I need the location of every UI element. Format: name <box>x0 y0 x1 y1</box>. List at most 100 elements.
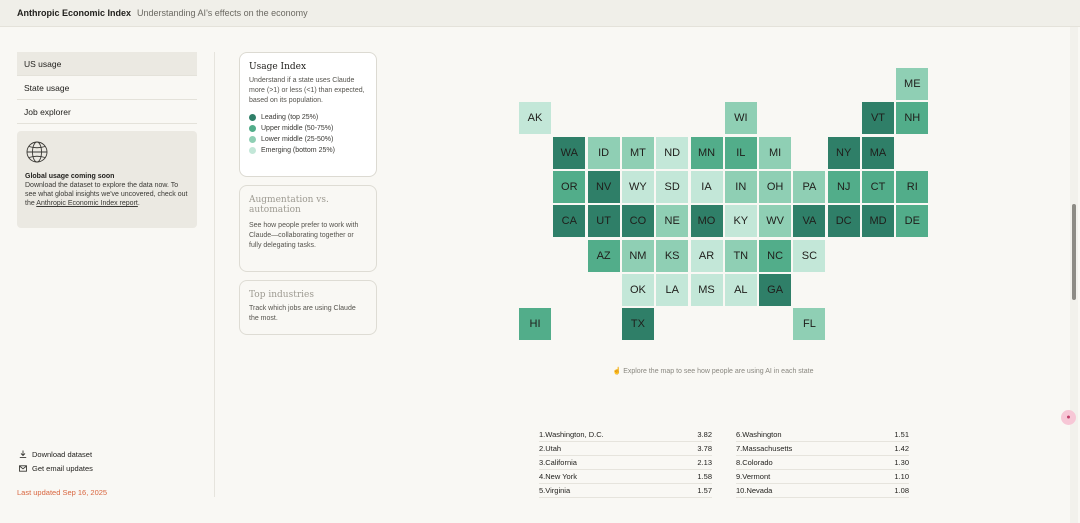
ranking-value: 1.58 <box>697 472 712 481</box>
floating-badge[interactable]: ● <box>1061 410 1076 425</box>
state-tile-il[interactable]: IL <box>724 136 757 169</box>
state-tile-mn[interactable]: MN <box>690 136 723 169</box>
state-tile-nv[interactable]: NV <box>587 170 620 203</box>
state-tile-wa[interactable]: WA <box>553 136 586 169</box>
state-tile-vt[interactable]: VT <box>862 102 894 135</box>
legend-item: Emerging (bottom 25%) <box>249 145 367 156</box>
sidebar-item-us-usage[interactable]: US usage <box>17 52 197 76</box>
ranking-row: 7.Massachusetts 1.42 <box>736 442 909 456</box>
state-tile-de[interactable]: DE <box>896 205 929 238</box>
global-usage-card: Global usage coming soon Download the da… <box>17 131 197 228</box>
global-usage-text: Download the dataset to explore the data… <box>25 182 188 207</box>
globe-icon <box>26 141 48 163</box>
state-tile-nm[interactable]: NM <box>621 239 654 272</box>
state-tile-nj[interactable]: NJ <box>827 170 860 203</box>
ranking-value: 2.13 <box>697 458 712 467</box>
state-tile-id[interactable]: ID <box>587 136 620 169</box>
state-tile-me[interactable]: ME <box>896 68 929 100</box>
state-tile-sd[interactable]: SD <box>656 170 689 203</box>
state-tile-nd[interactable]: ND <box>656 136 689 169</box>
top-bar: Anthropic Economic Index Understanding A… <box>0 0 1080 27</box>
state-tile-al[interactable]: AL <box>724 273 757 306</box>
state-tile-mo[interactable]: MO <box>690 205 723 238</box>
state-tile-fl[interactable]: FL <box>793 308 826 341</box>
state-tile-ky[interactable]: KY <box>724 205 757 238</box>
ranking-row: 2.Utah 3.78 <box>539 442 712 456</box>
state-tile-pa[interactable]: PA <box>793 170 826 203</box>
state-tile-nc[interactable]: NC <box>759 239 792 272</box>
state-tile-ne[interactable]: NE <box>656 205 689 238</box>
email-updates-link[interactable]: Get email updates <box>19 461 93 475</box>
sidebar-item-state-usage[interactable]: State usage <box>17 76 197 100</box>
state-tile-ar[interactable]: AR <box>690 239 723 272</box>
state-tile-az[interactable]: AZ <box>587 239 620 272</box>
ranking-row: 8.Colorado 1.30 <box>736 456 909 470</box>
usage-index-text: Understand if a state uses Claude more (… <box>249 77 365 104</box>
usage-legend: Leading (top 25%) Upper middle (50-75%) … <box>249 112 367 156</box>
state-tile-wv[interactable]: WV <box>759 205 792 238</box>
augmentation-card[interactable]: Augmentation vs. automation See how peop… <box>239 185 377 272</box>
ranking-state: 5.Virginia <box>539 486 571 495</box>
state-tile-ca[interactable]: CA <box>553 205 586 238</box>
state-tile-tx[interactable]: TX <box>621 308 654 341</box>
state-tile-dc[interactable]: DC <box>827 205 860 238</box>
ranking-state: 3.California <box>539 458 577 467</box>
sidebar-item-label: State usage <box>24 82 70 93</box>
state-tile-tn[interactable]: TN <box>724 239 757 272</box>
state-tile-wi[interactable]: WI <box>724 102 757 135</box>
report-link[interactable]: Anthropic Economic Index report <box>36 200 138 207</box>
sidebar-item-job-explorer[interactable]: Job explorer <box>17 100 197 124</box>
state-tile-va[interactable]: VA <box>793 205 826 238</box>
state-tile-ms[interactable]: MS <box>690 273 723 306</box>
legend-dot <box>249 147 256 154</box>
state-tile-md[interactable]: MD <box>862 205 894 238</box>
sidebar-item-label: US usage <box>24 58 62 69</box>
state-tile-oh[interactable]: OH <box>759 170 792 203</box>
state-tile-ga[interactable]: GA <box>759 273 792 306</box>
usage-index-card[interactable]: Usage Index Understand if a state uses C… <box>239 52 377 177</box>
legend-item: Lower middle (25-50%) <box>249 134 367 145</box>
mail-icon <box>19 464 27 472</box>
state-tile-la[interactable]: LA <box>656 273 689 306</box>
state-tile-ct[interactable]: CT <box>862 170 894 203</box>
legend-item: Upper middle (50-75%) <box>249 123 367 134</box>
state-tile-hi[interactable]: HI <box>519 308 551 341</box>
scrollbar-thumb[interactable] <box>1072 204 1076 300</box>
ranking-value: 3.78 <box>697 444 712 453</box>
sidebar-divider <box>214 52 215 497</box>
ranking-value: 1.42 <box>894 444 909 453</box>
state-tile-ri[interactable]: RI <box>896 170 929 203</box>
state-tile-in[interactable]: IN <box>724 170 757 203</box>
state-tile-or[interactable]: OR <box>553 170 586 203</box>
state-tile-mt[interactable]: MT <box>621 136 654 169</box>
state-tile-ma[interactable]: MA <box>862 136 894 169</box>
download-icon <box>19 450 27 458</box>
ranking-value: 1.51 <box>894 430 909 439</box>
brand-title[interactable]: Anthropic Economic Index <box>17 8 132 18</box>
ranking-row: 6.Washington 1.51 <box>736 428 909 442</box>
state-tile-ks[interactable]: KS <box>656 239 689 272</box>
legend-dot <box>249 136 256 143</box>
state-tile-ny[interactable]: NY <box>827 136 860 169</box>
state-tile-co[interactable]: CO <box>621 205 654 238</box>
state-tile-ok[interactable]: OK <box>621 273 654 306</box>
download-dataset-link[interactable]: Download dataset <box>19 447 93 461</box>
state-tile-wy[interactable]: WY <box>621 170 654 203</box>
download-dataset-label: Download dataset <box>32 449 93 459</box>
email-updates-label: Get email updates <box>32 463 93 473</box>
state-tile-sc[interactable]: SC <box>793 239 826 272</box>
state-tile-ia[interactable]: IA <box>690 170 723 203</box>
state-tile-mi[interactable]: MI <box>759 136 792 169</box>
state-tile-ak[interactable]: AK <box>519 102 551 135</box>
top-industries-card[interactable]: Top industries Track which jobs are usin… <box>239 280 377 335</box>
rankings-column-right: 6.Washington 1.51 7.Massachusetts 1.42 8.Col… <box>736 428 909 498</box>
ranking-state: 4.New York <box>539 472 577 481</box>
augmentation-title: Augmentation vs. automation <box>249 195 329 215</box>
ranking-row: 1.Washington, D.C. 3.82 <box>539 428 712 442</box>
usage-index-title: Usage Index <box>249 62 307 72</box>
state-tile-ut[interactable]: UT <box>587 205 620 238</box>
ranking-row: 5.Virginia 1.57 <box>539 484 712 498</box>
ranking-value: 1.57 <box>697 486 712 495</box>
state-tile-nh[interactable]: NH <box>896 102 929 135</box>
map-hint: ☝ Explore the map to see how people are … <box>612 368 814 375</box>
